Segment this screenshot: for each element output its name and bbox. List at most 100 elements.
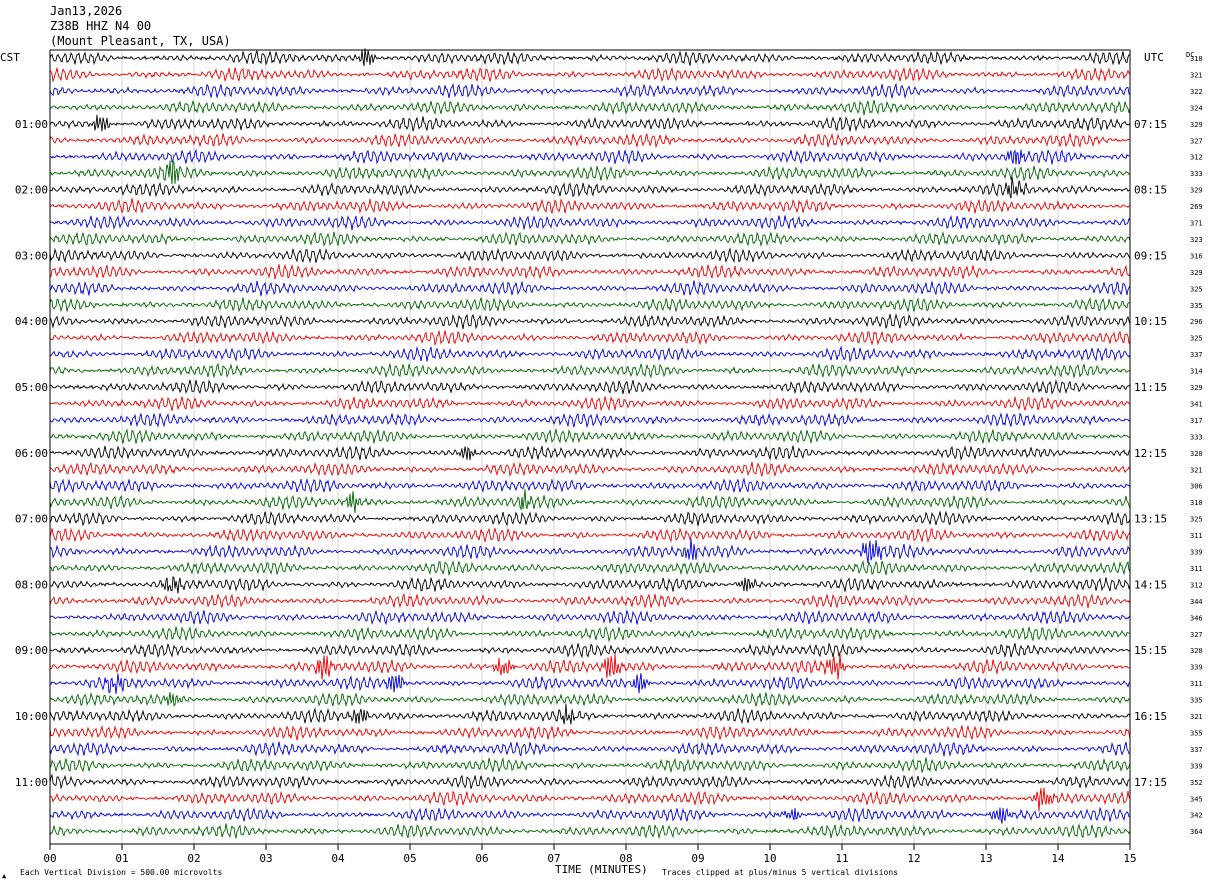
trace-row [49, 642, 1131, 659]
grid-lines [121, 50, 1059, 844]
left-time-label: 08:00 [15, 578, 48, 591]
dc-value: 335 [1190, 302, 1203, 310]
dc-value: 311 [1190, 532, 1203, 540]
trace-row [49, 741, 1131, 757]
trace-row [49, 787, 1131, 812]
trace-row [49, 489, 1131, 514]
trace-row [49, 114, 1131, 132]
clip-note: Traces clipped at plus/minus 5 vertical … [662, 868, 898, 877]
dc-value: 344 [1190, 598, 1203, 606]
dc-value: 364 [1190, 828, 1203, 836]
trace-rows [49, 48, 1131, 839]
dc-header: DC [1186, 51, 1194, 59]
trace-row [49, 159, 1131, 185]
left-time-label: 07:00 [15, 513, 48, 526]
left-time-label: 05:00 [15, 381, 48, 394]
dc-value: 324 [1190, 104, 1203, 112]
trace-row [49, 313, 1131, 330]
dc-value: 329 [1190, 121, 1203, 129]
right-time-label: 17:15 [1134, 776, 1167, 789]
trace-row [49, 132, 1131, 149]
dc-value: 320 [1190, 647, 1203, 655]
dc-value: 339 [1190, 664, 1203, 672]
trace-row [49, 263, 1131, 280]
x-tick-label: 13 [979, 852, 992, 865]
dc-value: 311 [1190, 680, 1203, 688]
trace-row [49, 445, 1131, 462]
trace-row [49, 296, 1131, 313]
header-date: Jan13,2026 [50, 4, 123, 18]
left-time-label: 06:00 [15, 447, 48, 460]
dc-value: 312 [1190, 154, 1203, 162]
trace-row [49, 176, 1131, 199]
x-tick-label: 07 [547, 852, 560, 865]
right-time-label: 13:15 [1134, 513, 1167, 526]
right-time-label: 16:15 [1134, 710, 1167, 723]
dc-value: 318 [1190, 55, 1203, 63]
left-time-label: 02:00 [15, 184, 48, 197]
trace-row [49, 575, 1131, 594]
dc-labels: 318 321 322 324 329 327 312 333 329 269 371 323 316 3… [1190, 55, 1203, 836]
dc-value: 355 [1190, 729, 1203, 737]
dc-value: 310 [1190, 499, 1203, 507]
x-tick-label: 12 [907, 852, 920, 865]
dc-value: 321 [1190, 71, 1203, 79]
trace-row [49, 345, 1131, 363]
x-tick-label: 14 [1051, 852, 1065, 865]
trace-row [49, 379, 1131, 395]
right-time-label: 11:15 [1134, 381, 1167, 394]
trace-row [49, 673, 1131, 695]
left-time-label: 09:00 [15, 644, 48, 657]
dc-value: 311 [1190, 565, 1203, 573]
dc-value: 321 [1190, 713, 1203, 721]
header: Jan13,2026 Z38B HHZ N4 00 (Mount Pleasan… [50, 4, 231, 49]
right-time-label: 15:15 [1134, 644, 1167, 657]
trace-row [49, 477, 1131, 494]
trace-row [49, 412, 1131, 429]
trace-row [49, 330, 1131, 346]
left-zone-label: CST [0, 51, 20, 64]
dc-value: 323 [1190, 236, 1203, 244]
trace-row [49, 100, 1131, 116]
trace-row [49, 66, 1131, 83]
trace-row [49, 198, 1131, 215]
dc-value: 329 [1190, 269, 1203, 277]
trace-row [49, 756, 1131, 774]
x-tick-label: 08 [619, 852, 632, 865]
trace-row [49, 280, 1131, 297]
dc-value: 321 [1190, 466, 1203, 474]
x-tick-label: 03 [259, 852, 272, 865]
trace-row [49, 593, 1131, 609]
right-time-label: 12:15 [1134, 447, 1167, 460]
dc-value: 325 [1190, 516, 1203, 524]
trace-row [49, 625, 1130, 643]
dc-value: 325 [1190, 285, 1203, 293]
dc-value: 337 [1190, 351, 1203, 359]
left-time-label: 01:00 [15, 118, 48, 131]
header-station: Z38B HHZ N4 00 [50, 19, 152, 33]
dc-value: 314 [1190, 368, 1203, 376]
dc-value: 269 [1190, 203, 1203, 211]
x-tick-label: 09 [691, 852, 704, 865]
right-time-label: 07:15 [1134, 118, 1167, 131]
dc-value: 327 [1190, 631, 1203, 639]
x-tick-label: 06 [475, 852, 488, 865]
trace-row [49, 461, 1131, 477]
dc-value: 346 [1190, 614, 1203, 622]
trace-row [49, 48, 1131, 67]
dc-value: 342 [1190, 812, 1203, 820]
x-tick-label: 00 [43, 852, 56, 865]
right-time-label: 08:15 [1134, 184, 1167, 197]
dc-value: 329 [1190, 187, 1203, 195]
dc-value: 352 [1190, 779, 1203, 787]
dc-value: 325 [1190, 335, 1203, 343]
time-labels: 01:00 02:00 03:00 04:00 05:00 06:00 07:00 08:00… [15, 118, 1167, 789]
trace-row [49, 247, 1131, 264]
dc-value: 329 [1190, 384, 1203, 392]
left-time-label: 10:00 [15, 710, 48, 723]
x-tick-label: 04 [331, 852, 345, 865]
trace-row [49, 691, 1131, 708]
left-time-label: 11:00 [15, 776, 48, 789]
dc-value: 333 [1190, 170, 1203, 178]
